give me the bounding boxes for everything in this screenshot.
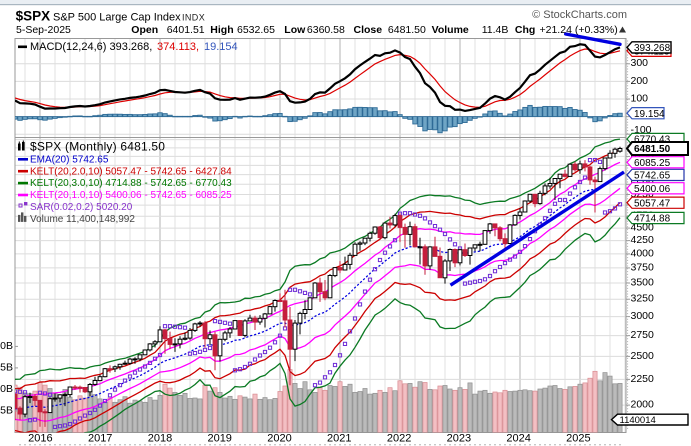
svg-text:High: High — [210, 24, 233, 36]
svg-text:5057.47: 5057.47 — [634, 198, 671, 209]
svg-text:393.268: 393.268 — [634, 43, 671, 54]
svg-text:EMA(20) 5742.65: EMA(20) 5742.65 — [30, 154, 109, 165]
svg-text:300: 300 — [631, 57, 649, 69]
svg-text:200: 200 — [631, 75, 649, 87]
svg-text:5-Sep-2025: 5-Sep-2025 — [16, 24, 71, 36]
svg-text:2250: 2250 — [631, 373, 655, 385]
svg-text:2021: 2021 — [327, 433, 351, 445]
svg-text:20B: 20B — [0, 340, 13, 352]
svg-text:3250: 3250 — [631, 293, 655, 305]
svg-text:3750: 3750 — [631, 261, 655, 273]
svg-text:2750: 2750 — [631, 329, 655, 341]
svg-text:15B: 15B — [0, 361, 13, 373]
svg-text:Low: Low — [284, 24, 306, 36]
svg-text:4250: 4250 — [631, 234, 655, 246]
svg-text:+21.24 (+0.33%): +21.24 (+0.33%) — [540, 24, 618, 36]
svg-text:$SPX (Monthly) 6481.50: $SPX (Monthly) 6481.50 — [30, 140, 165, 154]
svg-text:5742.65: 5742.65 — [634, 171, 671, 182]
svg-text:3500: 3500 — [631, 276, 655, 288]
svg-text:KELT(20,3.0,10) 4714.88 - 5742: KELT(20,3.0,10) 4714.88 - 5742.65 - 6770… — [30, 178, 232, 189]
svg-text:100: 100 — [631, 92, 649, 104]
svg-text:4714.88: 4714.88 — [634, 214, 671, 225]
svg-text:Close: Close — [354, 24, 383, 36]
svg-text:2020: 2020 — [267, 433, 291, 445]
svg-text:5B: 5B — [0, 404, 13, 416]
svg-text:6360.58: 6360.58 — [307, 24, 345, 36]
svg-text:6481.50: 6481.50 — [388, 24, 426, 36]
svg-text:2019: 2019 — [207, 433, 231, 445]
svg-text:6532.65: 6532.65 — [237, 24, 275, 36]
svg-text:2022: 2022 — [387, 433, 411, 445]
svg-text:Volume 11,400,148,992: Volume 11,400,148,992 — [30, 214, 135, 225]
svg-text:KELT(20,2.0,10) 5057.47 - 5742: KELT(20,2.0,10) 5057.47 - 5742.65 - 6427… — [30, 166, 232, 177]
svg-text:2024: 2024 — [506, 433, 530, 445]
svg-text:S&P 500 Large Cap Index: S&P 500 Large Cap Index — [53, 12, 181, 24]
svg-text:2018: 2018 — [148, 433, 172, 445]
svg-text:10B: 10B — [0, 383, 13, 395]
svg-text:2017: 2017 — [88, 433, 112, 445]
svg-text:$SPX: $SPX — [16, 9, 51, 24]
svg-text:MACD(12,24,6) 393.268,: MACD(12,24,6) 393.268, — [30, 41, 152, 53]
svg-text:374.113,: 374.113, — [157, 41, 199, 53]
svg-text:SAR(0.02,0.2) 5020.20: SAR(0.02,0.2) 5020.20 — [30, 202, 133, 213]
svg-text:1140014: 1140014 — [620, 415, 656, 426]
svg-text:5400.06: 5400.06 — [634, 184, 671, 195]
svg-text:11.4B: 11.4B — [482, 24, 509, 36]
svg-text:6401.51: 6401.51 — [167, 24, 205, 36]
svg-text:4500: 4500 — [631, 222, 655, 234]
svg-text:4000: 4000 — [631, 247, 655, 259]
svg-text:© StockCharts.com: © StockCharts.com — [532, 9, 627, 21]
svg-text:6770.43: 6770.43 — [634, 135, 671, 146]
svg-text:2016: 2016 — [28, 433, 52, 445]
svg-text:2025: 2025 — [566, 433, 590, 445]
svg-text:6481.50: 6481.50 — [634, 144, 671, 155]
svg-text:6085.25: 6085.25 — [634, 158, 671, 169]
svg-text:19.154: 19.154 — [204, 41, 238, 53]
svg-text:Volume: Volume — [432, 24, 469, 36]
svg-text:KELT(20,1.0,10) 5400.06 - 5742: KELT(20,1.0,10) 5400.06 - 5742.65 - 6085… — [30, 190, 232, 201]
svg-text:2500: 2500 — [631, 350, 655, 362]
svg-text:INDX: INDX — [182, 13, 205, 23]
svg-text:Chg: Chg — [515, 24, 535, 36]
svg-text:3000: 3000 — [631, 310, 655, 322]
svg-text:Open: Open — [131, 24, 158, 36]
svg-text:19.154: 19.154 — [634, 109, 665, 120]
svg-text:2023: 2023 — [447, 433, 471, 445]
svg-text:2000: 2000 — [631, 399, 655, 411]
